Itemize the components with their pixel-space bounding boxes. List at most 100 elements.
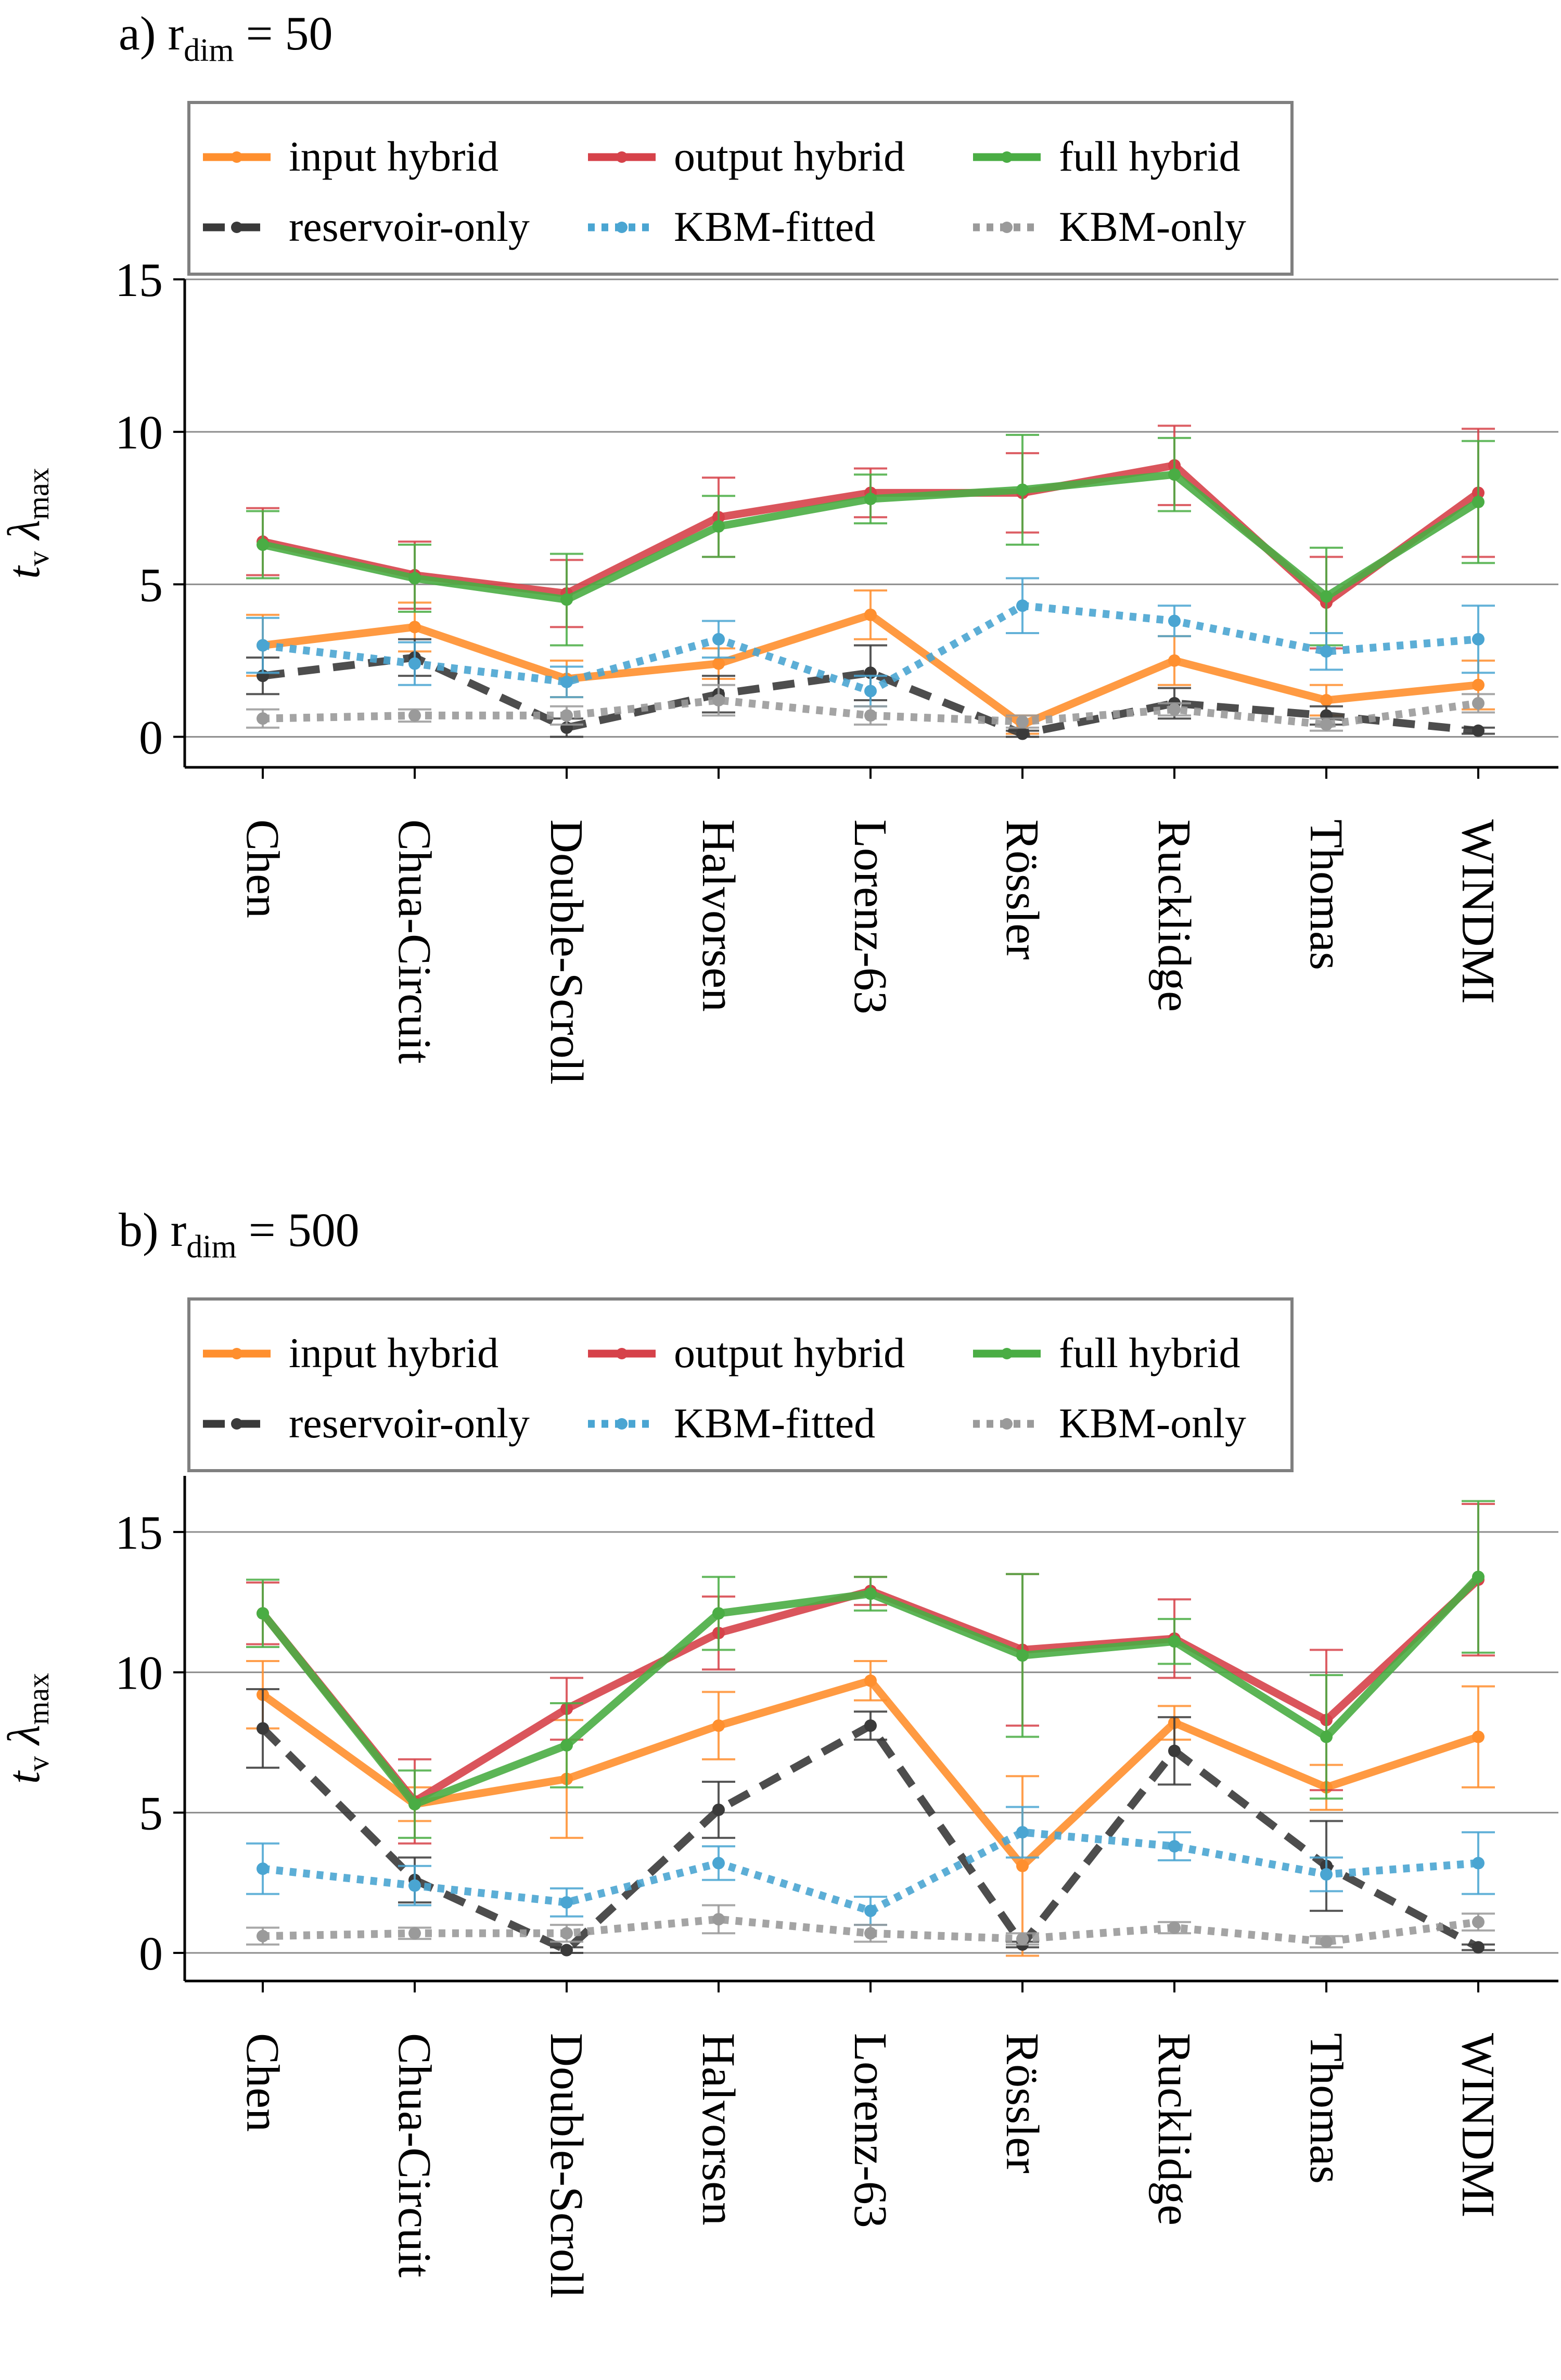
- data-point: [1472, 1857, 1485, 1870]
- data-point: [864, 608, 877, 621]
- series-full-hybrid: [246, 433, 1495, 647]
- series-reservoir-only: [246, 1688, 1495, 1957]
- data-point: [1016, 727, 1029, 740]
- data-point: [1472, 1571, 1485, 1584]
- y-tick-label: 15: [115, 1506, 163, 1559]
- data-point: [864, 1905, 877, 1918]
- legend-swatch-marker: [231, 1348, 242, 1359]
- legend-label: KBM-fitted: [674, 1399, 875, 1447]
- data-point: [1320, 590, 1333, 603]
- data-point: [864, 1674, 877, 1687]
- legend-label: input hybrid: [289, 133, 498, 180]
- data-point: [712, 1913, 725, 1926]
- title-value: = 50: [234, 7, 333, 60]
- data-point: [257, 1929, 269, 1942]
- x-tick-label: Lorenz-63: [845, 2033, 896, 2228]
- data-point: [1016, 715, 1029, 728]
- data-point: [712, 694, 725, 707]
- panel-label: b): [119, 1203, 171, 1256]
- data-point: [408, 1798, 421, 1811]
- legend-item: KBM-only: [973, 1399, 1246, 1447]
- chart-panel-b: b) rdim = 500 input hybrid output hybrid fu…: [0, 1203, 1558, 2298]
- legend-item: input hybrid: [203, 133, 498, 180]
- title-main: r: [168, 7, 184, 60]
- data-point: [864, 709, 877, 722]
- ylabel-t-sub: v: [21, 551, 55, 566]
- data-point: [1320, 1935, 1333, 1948]
- data-point: [1168, 614, 1181, 627]
- x-tick-label: Rucklidge: [1148, 819, 1200, 1012]
- y-axis-label: tv λmax: [0, 468, 55, 578]
- legend-box: [187, 1297, 1294, 1472]
- x-tick-label: Thomas: [1300, 819, 1352, 970]
- legend-item: reservoir-only: [203, 203, 530, 250]
- legend-label: output hybrid: [674, 1329, 905, 1376]
- x-tick-label: Halvorsen: [693, 2033, 744, 2225]
- data-point: [257, 639, 269, 652]
- data-point: [257, 1607, 269, 1620]
- data-point: [1320, 718, 1333, 731]
- y-tick-label: 15: [115, 253, 163, 306]
- legend-swatch-marker: [1001, 151, 1013, 163]
- data-point: [1168, 1921, 1181, 1934]
- title-sub: dim: [184, 33, 234, 68]
- data-point: [560, 1896, 573, 1909]
- data-point: [408, 657, 421, 670]
- series-KBM-fitted: [246, 577, 1495, 707]
- data-point: [1472, 633, 1485, 646]
- legend-label: full hybrid: [1059, 133, 1240, 180]
- x-tick-label: Chua-Circuit: [389, 819, 440, 1064]
- data-point: [560, 1944, 573, 1957]
- data-point: [1472, 697, 1485, 710]
- data-point: [864, 493, 877, 506]
- data-point: [1016, 483, 1029, 496]
- data-point: [864, 685, 877, 698]
- data-point: [1320, 694, 1333, 707]
- data-point: [560, 1927, 573, 1940]
- legend-label: KBM-fitted: [674, 203, 875, 250]
- x-tick-label: Rössler: [996, 2033, 1048, 2173]
- legend-item: input hybrid: [203, 1329, 498, 1376]
- series-KBM-only: [246, 1904, 1495, 1949]
- legend-item: reservoir-only: [203, 1399, 530, 1447]
- data-point: [1168, 468, 1181, 481]
- data-point: [408, 709, 421, 722]
- legend-swatch-marker: [616, 222, 628, 233]
- y-tick-label: 0: [139, 711, 163, 764]
- legend-item: full hybrid: [973, 1329, 1240, 1376]
- data-point: [1472, 1915, 1485, 1928]
- y-tick-label: 5: [139, 1786, 163, 1839]
- legend-item: KBM-only: [973, 203, 1246, 250]
- data-point: [1168, 654, 1181, 667]
- ylabel-lambda: λ: [0, 1725, 49, 1756]
- data-point: [864, 1587, 877, 1600]
- data-point: [1168, 1840, 1181, 1853]
- legend-label: full hybrid: [1059, 1329, 1240, 1376]
- legend-swatch-marker: [231, 222, 242, 233]
- data-point: [864, 1927, 877, 1940]
- data-point: [1016, 1826, 1029, 1839]
- data-point: [1472, 724, 1485, 737]
- legend-label: KBM-only: [1059, 1399, 1246, 1447]
- series-KBM-only: [246, 684, 1495, 732]
- y-tick-label: 10: [115, 1646, 163, 1700]
- data-point: [712, 520, 725, 533]
- x-tick-label: Chua-Circuit: [389, 2033, 440, 2278]
- legend-swatch-marker: [616, 151, 628, 163]
- data-point: [712, 1719, 725, 1732]
- panel-title: a) rdim = 50: [119, 7, 332, 68]
- data-point: [1016, 1859, 1029, 1872]
- title-value: = 500: [237, 1203, 360, 1256]
- series-line: [262, 1828, 1479, 1915]
- x-tick-label: Lorenz-63: [845, 819, 896, 1014]
- data-point: [1320, 645, 1333, 658]
- legend-swatch-marker: [1001, 222, 1013, 233]
- legend-swatch-marker: [1001, 1418, 1013, 1430]
- legend-item: output hybrid: [588, 1329, 905, 1376]
- y-axis-label: tv λmax: [0, 1673, 55, 1784]
- legend-item: full hybrid: [973, 133, 1240, 180]
- data-point: [1472, 1730, 1485, 1743]
- data-point: [1016, 599, 1029, 612]
- data-point: [864, 1719, 877, 1732]
- ylabel-t: t: [0, 1770, 49, 1784]
